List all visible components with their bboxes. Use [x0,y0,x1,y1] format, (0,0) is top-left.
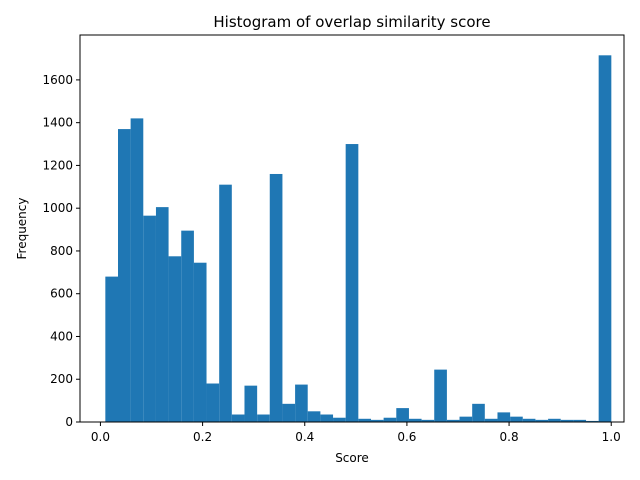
histogram-bar [105,276,119,422]
histogram-bar [269,173,283,422]
histogram-bar [295,384,308,422]
chart-title: Histogram of overlap similarity score [213,13,490,31]
x-tick-label: 0.2 [193,430,212,444]
y-tick-label: 1400 [42,116,73,130]
histogram-bar [333,417,346,422]
histogram-bar [497,412,511,422]
histogram-bar [548,418,561,422]
histogram-bar [598,55,612,422]
x-axis-label: Score [335,451,369,465]
histogram-bar [434,369,447,422]
y-tick-label: 400 [50,329,73,343]
x-axis-ticks: 0.0 0.2 0.4 0.6 0.8 1.0 [91,422,621,444]
x-tick-label: 0.4 [295,430,314,444]
y-axis-ticks: 0 200 400 600 800 1000 1200 1400 1600 [42,73,80,429]
y-tick-label: 1600 [42,73,73,87]
histogram-bar [320,414,334,422]
histogram-bar [586,420,599,422]
histogram-bar [282,403,296,422]
bars-group [105,55,612,423]
x-tick-label: 0.0 [91,430,110,444]
y-tick-label: 1000 [42,201,73,215]
histogram-bar [472,403,485,422]
histogram-bar [307,411,321,422]
histogram-bar [244,385,258,422]
histogram-bar [231,414,245,422]
y-tick-label: 0 [65,415,73,429]
histogram-bar [118,129,131,423]
histogram-bar [206,383,220,422]
x-tick-label: 0.6 [397,430,416,444]
histogram-bar [168,256,182,422]
y-tick-label: 1200 [42,158,73,172]
x-tick-label: 1.0 [602,430,621,444]
histogram-bar [535,419,549,422]
histogram-bar [371,419,384,422]
histogram-bar [560,419,574,422]
y-tick-label: 200 [50,372,73,386]
histogram-bar [219,184,232,422]
histogram-bar [522,418,536,422]
histogram-bar [130,118,144,422]
histogram-bar [459,416,473,422]
histogram-bar [155,207,169,422]
histogram-bar [484,418,498,422]
histogram-bar [396,408,409,422]
histogram-bar [345,144,359,423]
y-tick-label: 600 [50,287,73,301]
x-tick-label: 0.8 [500,430,519,444]
histogram-bar [383,417,397,422]
histogram-bar [193,262,207,422]
y-tick-label: 800 [50,244,73,258]
histogram-bar [573,419,587,422]
histogram-bar [143,215,156,422]
histogram-bar [421,419,435,422]
histogram-bar [358,418,372,422]
y-axis-label: Frequency [15,198,29,260]
histogram-bar [510,416,523,422]
histogram-bar [408,418,422,422]
histogram-bar [181,230,194,422]
plot-frame [79,34,625,423]
histogram-bar [257,414,270,422]
histogram-bar [446,419,460,422]
